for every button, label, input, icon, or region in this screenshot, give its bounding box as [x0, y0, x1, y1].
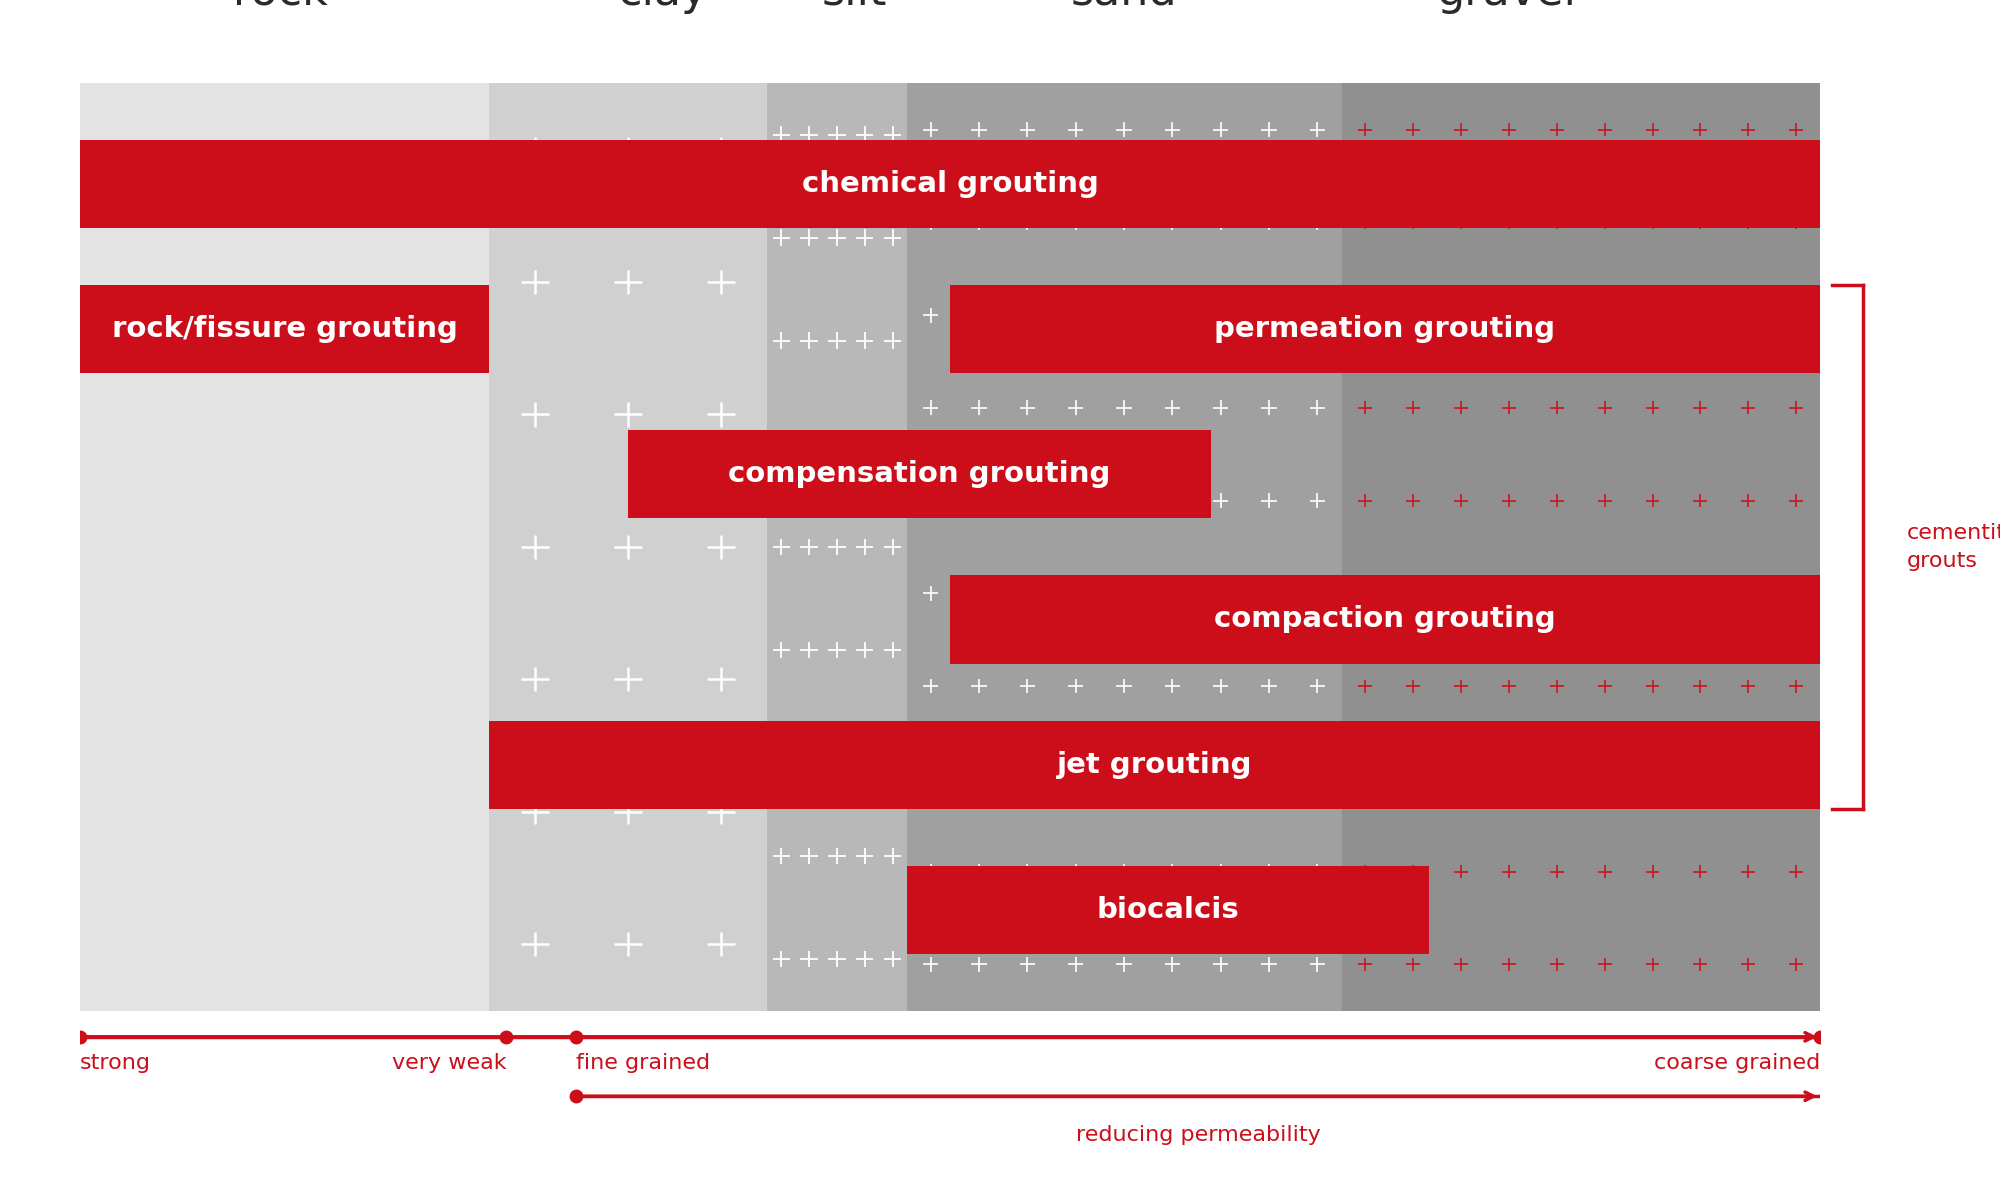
Text: sand: sand — [1070, 0, 1178, 14]
Text: compaction grouting: compaction grouting — [1214, 605, 1556, 634]
Text: fine grained: fine grained — [576, 1053, 710, 1074]
Bar — [628, 430, 1212, 518]
Text: very weak: very weak — [392, 1053, 506, 1074]
Text: reducing permeability: reducing permeability — [1076, 1125, 1320, 1145]
Bar — [80, 83, 488, 1011]
Text: biocalcis: biocalcis — [1096, 895, 1238, 924]
Text: clay: clay — [618, 0, 708, 14]
Bar — [488, 721, 1820, 809]
Text: compensation grouting: compensation grouting — [728, 460, 1110, 489]
Bar — [768, 83, 906, 1011]
Bar — [80, 285, 488, 373]
Text: silt: silt — [822, 0, 888, 14]
Text: cementitious
grouts: cementitious grouts — [1906, 523, 2000, 571]
Bar — [488, 83, 768, 1011]
Bar — [1342, 83, 1820, 1011]
Bar — [950, 285, 1820, 373]
Bar — [906, 866, 1428, 954]
Text: permeation grouting: permeation grouting — [1214, 315, 1556, 344]
Text: strong: strong — [80, 1053, 152, 1074]
Bar — [950, 575, 1820, 663]
Bar — [906, 83, 1342, 1011]
Text: rock/fissure grouting: rock/fissure grouting — [112, 315, 458, 344]
Text: jet grouting: jet grouting — [1056, 750, 1252, 779]
Bar — [80, 140, 1820, 228]
Text: chemical grouting: chemical grouting — [802, 170, 1098, 199]
Text: coarse grained: coarse grained — [1654, 1053, 1820, 1074]
Text: gravel: gravel — [1436, 0, 1576, 14]
Text: rock: rock — [232, 0, 328, 14]
